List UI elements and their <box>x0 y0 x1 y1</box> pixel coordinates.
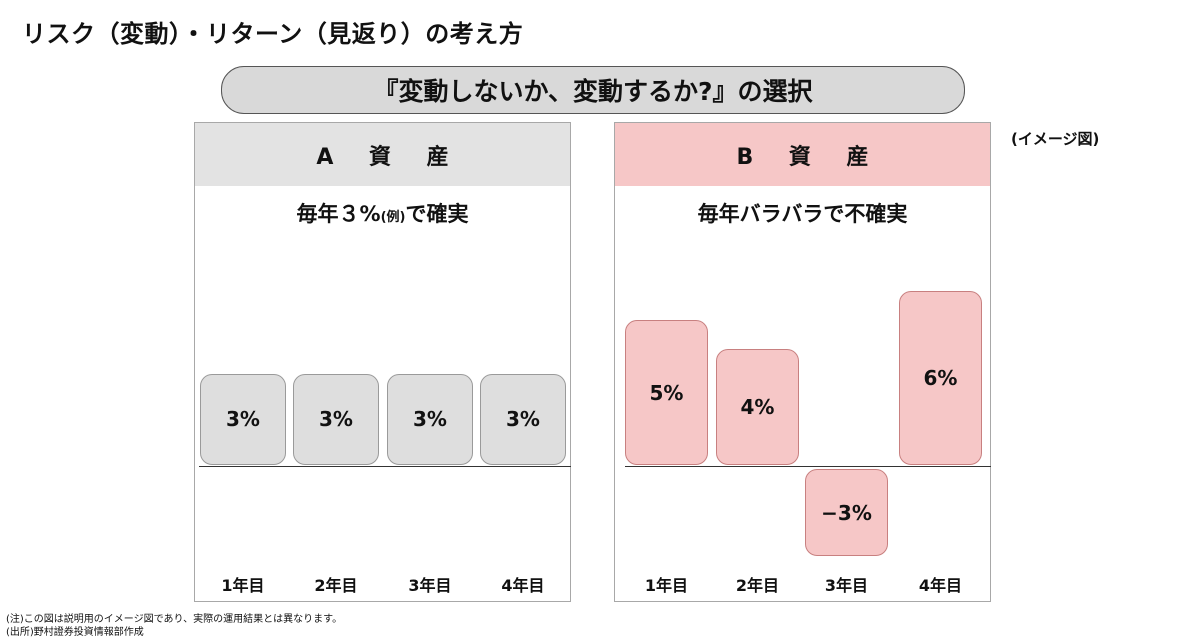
panel-b-year-label-3: 3年目 <box>824 576 869 595</box>
panel-a-caption-tail: で確実 <box>405 202 469 226</box>
panel-b-year-label-2: 2年目 <box>735 576 780 595</box>
panel-b-baseline <box>625 466 991 467</box>
panel-b-bar-label-3: −3% <box>821 500 872 525</box>
panel-a-year-label-3: 3年目 <box>408 576 452 595</box>
panel-a-baseline <box>199 466 571 467</box>
panel-a-bar-1: 3% <box>200 373 286 465</box>
panel-b-bar-1: 5% <box>625 320 708 465</box>
panel-b-bar-4: 6% <box>899 291 982 465</box>
panel-b-bar-label-1: 5% <box>649 380 684 405</box>
panel-asset-a: A 資 産 毎年３%(例)で確実 3% 3% 3% 3% 1年目 2年目 3年目 4年目 <box>194 122 571 602</box>
panel-a-year-label-4: 4年目 <box>501 576 545 595</box>
panel-a-bar-label-3: 3% <box>413 407 447 432</box>
panel-asset-b: B 資 産 毎年バラバラで不確実 5% 4% −3% 6% 1年目 2年目 3年目 4年目 <box>614 122 991 602</box>
panel-b-bar-label-2: 4% <box>740 395 775 419</box>
footnote-source: (出所)野村證券投資情報部作成 <box>6 627 144 638</box>
panel-a-caption-main: 毎年３% <box>296 202 381 226</box>
panel-b-year-label-4: 4年目 <box>918 576 963 595</box>
panel-a-bar-2: 3% <box>293 373 379 465</box>
panel-a-caption-small: (例) <box>380 210 406 225</box>
panel-a-header: A 資 産 <box>195 123 570 186</box>
panel-b-caption: 毎年バラバラで不確実 <box>697 202 908 226</box>
panel-a-bar-4: 3% <box>480 373 566 465</box>
subtitle-banner: 『変動しないか、変動するか?』の選択 <box>221 66 965 114</box>
panel-a-bar-3: 3% <box>387 373 473 465</box>
subtitle-text: 『変動しないか、変動するか?』の選択 <box>373 77 813 106</box>
panel-b-bar-2: 4% <box>716 349 799 465</box>
panel-a-caption: 毎年３%(例)で確実 <box>195 198 570 228</box>
panel-b-year-label-1: 1年目 <box>644 576 689 595</box>
panel-b-header: B 資 産 <box>615 123 990 186</box>
footnote-note: (注)この図は説明用のイメージ図であり、実際の運用結果とは異なります。 <box>6 614 343 625</box>
panel-a-year-label-2: 2年目 <box>314 576 358 595</box>
panel-a-bar-label-2: 3% <box>319 407 353 432</box>
panel-a-year-label-1: 1年目 <box>221 576 265 595</box>
panel-a-bar-label-4: 3% <box>506 407 540 432</box>
panel-a-bar-label-1: 3% <box>226 407 260 432</box>
panel-b-bar-label-4: 6% <box>923 366 958 390</box>
panel-b-bar-3: −3% <box>805 469 888 556</box>
image-note: (イメージ図) <box>1011 130 1100 148</box>
page-title: リスク（変動）・リターン（見返り）の考え方 <box>22 20 524 48</box>
